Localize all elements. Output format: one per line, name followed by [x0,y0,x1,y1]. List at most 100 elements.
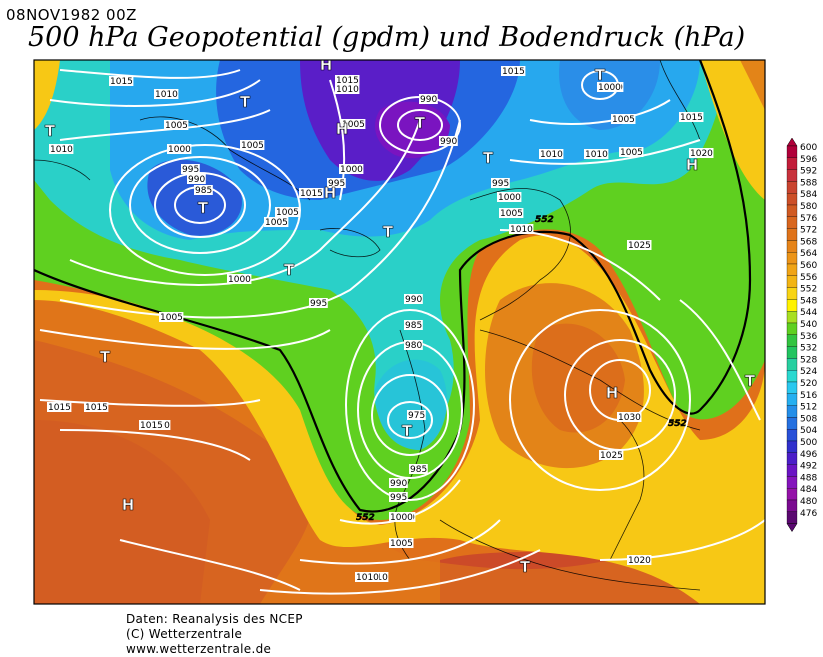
legend-label: 580 [800,202,817,212]
isobar-label-bg [389,478,408,488]
legend-label: 588 [800,178,817,188]
isobar-label: 995 [328,179,345,189]
high-center: H [122,496,135,514]
isobar-label: 995 [182,165,199,175]
isobar-line [371,374,449,456]
isobar-label: 1000 [498,193,521,203]
isobar-label: 1000 [228,275,251,285]
field-orange [34,300,765,604]
legend-label: 492 [800,462,817,472]
isobar-label-bg [679,112,704,122]
isobar-label: 990 [188,175,205,185]
isobar-label: 985 [195,186,212,196]
map-title: 500 hPa Geopotential (gpdm) und Bodendru… [28,22,746,53]
legend-swatch [786,499,798,512]
legend-swatch [786,452,798,465]
coast-canada [34,159,91,181]
coastlines [34,60,701,591]
isobar-label: 1015 [336,76,359,86]
legend-swatch [786,240,798,253]
isobar-label-bg [335,84,360,94]
low-center: T [198,199,209,217]
field-orange-ne [740,60,765,110]
isobar-line [299,519,501,565]
legend-label: 488 [800,473,817,483]
legend-swatch [786,381,798,394]
low-center: T [383,223,394,241]
map-frame [33,59,766,605]
isobar-label: 1000 [390,513,413,523]
footer-url[interactable]: www.wetterzentrale.de [126,642,272,656]
isobar-label-bg [389,538,414,548]
isobar-label-bg [491,178,510,188]
legend-arrow-bottom [786,523,798,533]
legend-label: 520 [800,379,817,389]
legend-swatch [786,511,798,524]
legend-label: 564 [800,249,817,259]
isobar-label-bg [404,294,423,304]
isobar-label-bg [407,410,426,420]
high-center: H [336,120,349,138]
legend-label: 508 [800,414,817,424]
isobar-label: 1015 [300,189,323,199]
isobar-label-bg [299,188,324,198]
isobar-label: 1020 [690,149,713,159]
isobar-label: 1000 [168,145,191,155]
isobar-label: 1005 [390,539,413,549]
isobar-label: 1010 [336,85,359,95]
coast-baltic [479,329,701,431]
legend-swatch [786,429,798,442]
legend-label: 584 [800,190,817,200]
legend-swatch [786,145,798,158]
coast-scandinavia [469,188,571,321]
isobar-label: 1020 [628,556,651,566]
legend-swatch [786,169,798,182]
isobar-label: 1015 [140,421,163,431]
footer-credits: Daten: Reanalysis des NCEP (C) Wetterzen… [126,612,303,657]
isobar-label-bg [419,94,438,104]
legend-label: 524 [800,367,817,377]
isobar-label: 1010 [510,225,533,235]
isobar-label: 985 [410,465,427,475]
low-center: T [520,558,531,576]
isobar-label: 1015 [680,113,703,123]
coast-russia [659,60,701,141]
contour-552-label: 552 [356,513,375,523]
isobar-label: 1015 [502,67,525,77]
isobar-label-bg [597,82,622,92]
isobar-label: 1025 [600,451,623,461]
datetime-label: 08NOV1982 00Z [6,6,137,24]
isobar-label-bg [509,224,534,234]
contour-552-label: 552 [535,215,554,225]
isobar-line [509,309,691,491]
isobar-label-bg [164,120,189,130]
legend-swatch [786,393,798,406]
low-center: T [100,348,111,366]
isobar-line [129,156,271,254]
legend-swatch [786,275,798,288]
legend-label: 568 [800,237,817,247]
isobar-label: 1005 [342,120,365,130]
isobar-label: 1015 [110,77,133,87]
coast-mediterranean [439,519,701,591]
legend-swatch [786,204,798,217]
isobar-label: 1005 [241,141,264,151]
low-center: T [595,66,606,84]
isobar-label: 1010 [585,150,608,160]
high-center: H [320,56,333,74]
isobar-line [154,172,246,238]
isobar-label-bg [275,207,300,217]
legend-label: 532 [800,344,817,354]
isobar-label-bg [309,298,328,308]
isobar-label-bg [617,412,642,422]
isobar-label-bg [167,144,192,154]
isobar-label: 1005 [276,208,299,218]
isobar-label: 990 [440,137,457,147]
footer-data-source: Daten: Reanalysis des NCEP [126,612,303,626]
isobar-label-bg [499,208,524,218]
legend-swatch [786,405,798,418]
coast-britain [394,329,426,561]
isobar-label-bg [327,178,346,188]
low-center: T [745,372,756,390]
